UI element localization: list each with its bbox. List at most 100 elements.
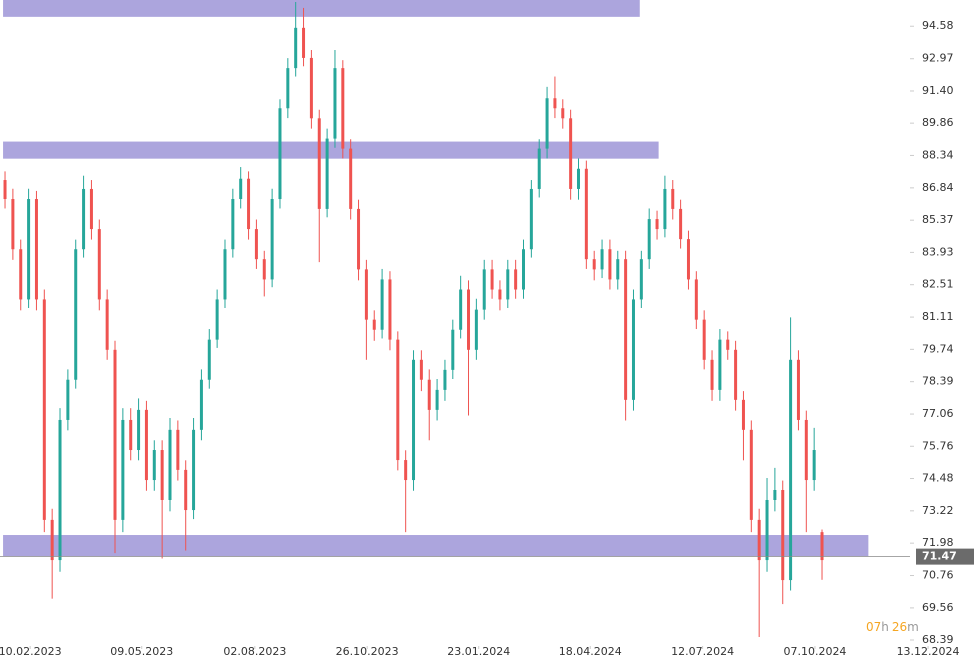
candle-body [796, 359, 800, 420]
timer-minutes: 26 [892, 620, 907, 634]
candle-body [42, 299, 46, 520]
candle-body [789, 359, 793, 581]
candle-body [553, 98, 557, 109]
y-tick-label: 70.76 [922, 569, 954, 582]
candle-body [694, 279, 698, 320]
last-price-label: 71.47 [922, 550, 957, 563]
candle-body [765, 499, 769, 561]
candle-body [655, 219, 659, 230]
zone [3, 141, 659, 159]
y-tick-label: 91.40 [922, 84, 954, 97]
candle-body [254, 229, 258, 260]
candle-body [160, 450, 164, 500]
candle-body [663, 188, 667, 230]
candle-body [89, 188, 93, 230]
candle-body [325, 138, 329, 209]
candle-body [27, 199, 31, 300]
candle-body [11, 199, 15, 250]
candle-body [74, 249, 78, 380]
candle-body [199, 379, 203, 430]
candle-body [749, 429, 753, 520]
candle-body [341, 68, 345, 149]
candle-body [435, 389, 439, 410]
x-tick-label: 07.10.2024 [783, 645, 846, 658]
candle-body [380, 279, 384, 330]
x-tick-label: 12.07.2024 [671, 645, 734, 658]
candle-body [294, 27, 298, 69]
candle-body [718, 339, 722, 390]
candle-body [3, 180, 7, 200]
y-tick-label: 79.74 [922, 342, 954, 355]
candle-body [741, 399, 745, 430]
candle-body [757, 519, 761, 561]
candle-body [223, 249, 227, 300]
candle-body [388, 279, 392, 340]
y-tick-label: 88.34 [922, 148, 954, 161]
candle-body [600, 249, 604, 270]
candle-body [262, 259, 266, 280]
y-tick-label: 74.48 [922, 472, 954, 485]
candle-body [152, 450, 156, 481]
candle-body [419, 359, 423, 380]
candle-body [412, 359, 416, 481]
candle-body [608, 249, 612, 280]
candle-body [396, 339, 400, 461]
candle-body [584, 168, 588, 260]
candle-body [679, 208, 683, 240]
y-tick-label: 89.86 [922, 116, 954, 129]
candle-body [616, 259, 620, 280]
timer-hours-unit: h [881, 620, 889, 634]
y-tick-label: 69.56 [922, 601, 954, 614]
candle-body [498, 289, 502, 300]
last-price-box [916, 548, 974, 565]
candle-body [647, 219, 651, 260]
candle-body [270, 199, 274, 280]
candle-body [710, 359, 714, 390]
candle-body [58, 419, 62, 561]
candle-body [686, 239, 690, 280]
y-tick-label: 73.22 [922, 504, 954, 517]
candle-body [427, 379, 431, 410]
candle-body [537, 148, 541, 189]
candle-body [364, 269, 368, 320]
candle-body [812, 450, 816, 481]
y-tick-label: 75.76 [922, 439, 954, 452]
y-tick-label: 78.39 [922, 375, 954, 388]
candle-body [247, 178, 251, 230]
y-tick-label: 82.51 [922, 278, 954, 291]
candle-body [506, 269, 510, 300]
candle-body [19, 249, 23, 300]
candle-body [278, 108, 282, 200]
candle-body [781, 489, 785, 581]
candle-body [137, 409, 141, 451]
candle-body [231, 199, 235, 250]
candle-body [239, 178, 243, 200]
candle-body [490, 269, 494, 290]
candle-body [215, 299, 219, 340]
candle-body [176, 429, 180, 470]
candle-body [529, 188, 533, 250]
candle-body [105, 299, 109, 350]
candle-body [129, 419, 133, 451]
zone [3, 0, 640, 17]
candle-body [569, 118, 573, 189]
candle-body [451, 329, 455, 370]
candle-body [372, 319, 376, 330]
candle-body [66, 379, 70, 420]
candle-body [192, 429, 196, 511]
x-tick-label: 02.08.2023 [223, 645, 286, 658]
y-tick-label: 86.84 [922, 181, 954, 194]
candle-body [545, 98, 549, 149]
x-tick-label: 26.10.2023 [336, 645, 399, 658]
candle-body [333, 68, 337, 139]
x-tick-label: 23.01.2024 [447, 645, 510, 658]
candle-body [168, 429, 172, 500]
candle-body [726, 339, 730, 350]
y-tick-label: 77.06 [922, 407, 954, 420]
candle-body [773, 489, 777, 500]
y-tick-label: 81.11 [922, 310, 954, 323]
candle-body [443, 369, 447, 390]
candle-body [702, 319, 706, 360]
y-tick-label: 92.97 [922, 52, 954, 65]
